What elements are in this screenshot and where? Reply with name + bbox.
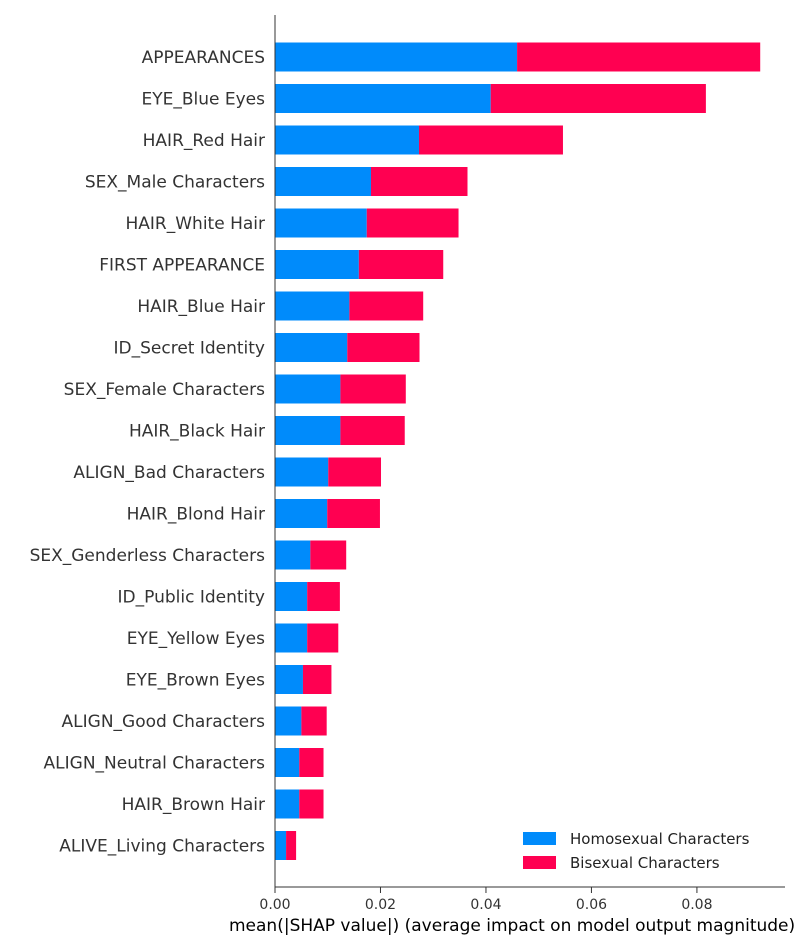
bar-bisexual-10 [328, 457, 382, 487]
y-tick-label: ALIVE_Living Characters [59, 837, 265, 857]
bar-bisexual-5 [358, 250, 444, 279]
y-tick-label: HAIR_White Hair [126, 214, 266, 234]
bar-bisexual-19 [286, 831, 297, 860]
legend: Homosexual Characters Bisexual Characters [523, 830, 750, 872]
x-axis-label: mean(|SHAP value|) (average impact on mo… [229, 916, 795, 936]
x-tick-label: 0.02 [365, 897, 396, 913]
bars-group [275, 42, 761, 860]
bar-homosexual-11 [275, 499, 328, 528]
bar-homosexual-19 [275, 831, 287, 860]
bar-bisexual-12 [310, 540, 347, 570]
bar-homosexual-0 [275, 42, 518, 72]
bar-bisexual-7 [347, 333, 420, 362]
bar-homosexual-6 [275, 291, 350, 321]
bar-bisexual-16 [301, 706, 327, 736]
bar-homosexual-7 [275, 333, 348, 362]
bar-homosexual-3 [275, 167, 371, 196]
bar-bisexual-0 [517, 42, 761, 72]
bar-homosexual-13 [275, 582, 308, 611]
bar-bisexual-6 [349, 291, 424, 321]
legend-label-bisexual: Bisexual Characters [570, 854, 720, 872]
y-tick-label: HAIR_Blue Hair [137, 297, 265, 317]
bar-bisexual-4 [366, 208, 459, 238]
legend-label-homosexual: Homosexual Characters [570, 830, 750, 848]
bar-homosexual-18 [275, 789, 300, 819]
y-tick-label: ALIGN_Bad Characters [73, 463, 265, 483]
bar-bisexual-11 [327, 499, 380, 528]
bar-homosexual-2 [275, 125, 419, 155]
y-tick-label: SEX_Female Characters [64, 380, 265, 400]
y-tick-label: ALIGN_Good Characters [62, 712, 266, 732]
bar-homosexual-1 [275, 84, 491, 113]
bar-homosexual-5 [275, 250, 359, 279]
bar-bisexual-1 [490, 84, 706, 113]
y-tick-label: APPEARANCES [142, 48, 265, 68]
y-tick-label: SEX_Genderless Characters [30, 546, 266, 566]
legend-swatch-homosexual [523, 832, 556, 845]
y-tick-label: HAIR_Red Hair [143, 131, 265, 151]
x-tick-label: 0.00 [259, 897, 290, 913]
axes-group [274, 15, 785, 888]
bar-bisexual-14 [307, 623, 339, 653]
y-tick-label: SEX_Male Characters [85, 173, 265, 193]
legend-swatch-bisexual [523, 856, 556, 869]
y-tick-labels: APPEARANCES EYE_Blue Eyes HAIR_Red Hair SEX… [30, 48, 266, 857]
bar-bisexual-13 [307, 582, 340, 611]
bar-bisexual-2 [418, 125, 563, 155]
y-tick-label: EYE_Blue Eyes [141, 90, 265, 110]
bar-bisexual-8 [340, 374, 406, 404]
bar-homosexual-9 [275, 416, 341, 445]
bar-homosexual-10 [275, 457, 329, 487]
y-tick-label: HAIR_Black Hair [129, 422, 265, 442]
y-tick-label: FIRST APPEARANCE [99, 256, 265, 276]
bar-homosexual-14 [275, 623, 308, 653]
bar-bisexual-15 [302, 665, 332, 694]
y-tick-label: HAIR_Brown Hair [122, 795, 265, 815]
y-tick-label: ALIGN_Neutral Characters [44, 754, 266, 774]
bar-bisexual-18 [299, 789, 324, 819]
bar-homosexual-12 [275, 540, 311, 570]
bar-bisexual-3 [370, 167, 468, 196]
bar-homosexual-17 [275, 748, 300, 777]
bar-bisexual-9 [340, 416, 405, 445]
y-tick-label: HAIR_Blond Hair [127, 505, 265, 525]
x-ticks: 0.00 0.02 0.04 0.06 0.08 [259, 887, 713, 913]
bar-homosexual-15 [275, 665, 303, 694]
x-tick-label: 0.06 [576, 897, 607, 913]
y-tick-label: EYE_Yellow Eyes [127, 629, 265, 649]
y-tick-label: ID_Public Identity [118, 588, 265, 608]
x-tick-label: 0.04 [470, 897, 501, 913]
y-tick-label: ID_Secret Identity [114, 339, 266, 359]
x-tick-label: 0.08 [681, 897, 712, 913]
bar-homosexual-16 [275, 706, 302, 736]
bar-bisexual-17 [299, 748, 324, 777]
bar-homosexual-8 [275, 374, 341, 404]
bar-homosexual-4 [275, 208, 367, 238]
y-tick-label: EYE_Brown Eyes [126, 671, 265, 691]
